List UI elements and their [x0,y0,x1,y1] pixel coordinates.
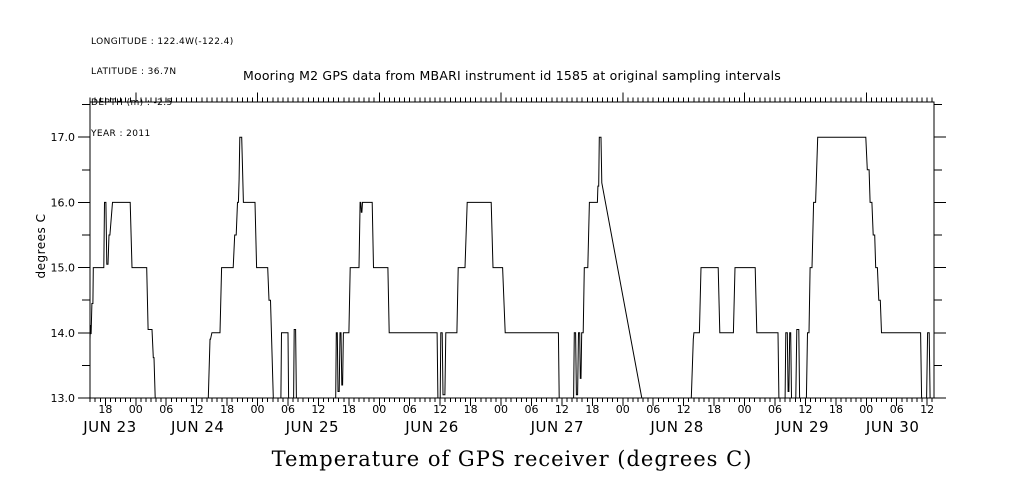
date-label: JUN 25 [285,418,339,436]
date-label: JUN 24 [170,418,224,436]
x-tick-label: 18 [585,403,599,416]
x-tick-label: 12 [555,403,569,416]
x-tick-label: 18 [707,403,721,416]
x-tick-label: 00 [859,403,873,416]
x-tick-label: 06 [646,403,660,416]
y-tick-label: 16.0 [51,196,76,209]
y-tick-label: 17.0 [51,131,76,144]
x-tick-label: 18 [464,403,478,416]
x-tick-label: 00 [738,403,752,416]
y-tick-label: 13.0 [51,392,76,405]
x-tick-label: 00 [129,403,143,416]
x-tick-label: 18 [98,403,112,416]
x-tick-label: 06 [159,403,173,416]
x-tick-label: 12 [433,403,447,416]
metadata-depth: DEPTH (m) : -2.5 [91,98,173,109]
x-tick-label: 12 [190,403,204,416]
x-tick-label: 00 [494,403,508,416]
plot-title: Mooring M2 GPS data from MBARI instrumen… [243,68,781,83]
x-tick-label: 06 [403,403,417,416]
date-label: JUN 30 [865,418,919,436]
x-tick-label: 00 [372,403,386,416]
y-tick-label: 15.0 [51,262,76,275]
date-label: JUN 23 [82,418,136,436]
y-tick-label: 14.0 [51,327,76,340]
x-tick-label: 00 [616,403,630,416]
chart-caption: Temperature of GPS receiver (degrees C) [271,447,753,471]
x-tick-label: 12 [920,403,934,416]
x-tick-label: 06 [524,403,538,416]
temperature-trace [89,136,934,399]
x-tick-label: 06 [768,403,782,416]
x-tick-label: 18 [342,403,356,416]
metadata-block: LONGITUDE : 122.4W(-122.4) LATITUDE : 36… [91,16,234,160]
x-tick-label: 12 [677,403,691,416]
date-label: JUN 29 [775,418,829,436]
metadata-longitude: LONGITUDE : 122.4W(-122.4) [91,36,234,47]
metadata-year: YEAR : 2011 [91,129,151,140]
x-tick-label: 18 [220,403,234,416]
date-label: JUN 28 [649,418,703,436]
x-tick-label: 06 [281,403,295,416]
date-label: JUN 27 [530,418,584,436]
x-tick-label: 12 [311,403,325,416]
x-tick-label: 18 [829,403,843,416]
metadata-latitude: LATITUDE : 36.7N [91,67,177,78]
plot-frame [89,101,935,399]
x-tick-label: 00 [251,403,265,416]
x-tick-label: 06 [890,403,904,416]
date-label: JUN 26 [404,418,458,436]
x-tick-label: 12 [798,403,812,416]
